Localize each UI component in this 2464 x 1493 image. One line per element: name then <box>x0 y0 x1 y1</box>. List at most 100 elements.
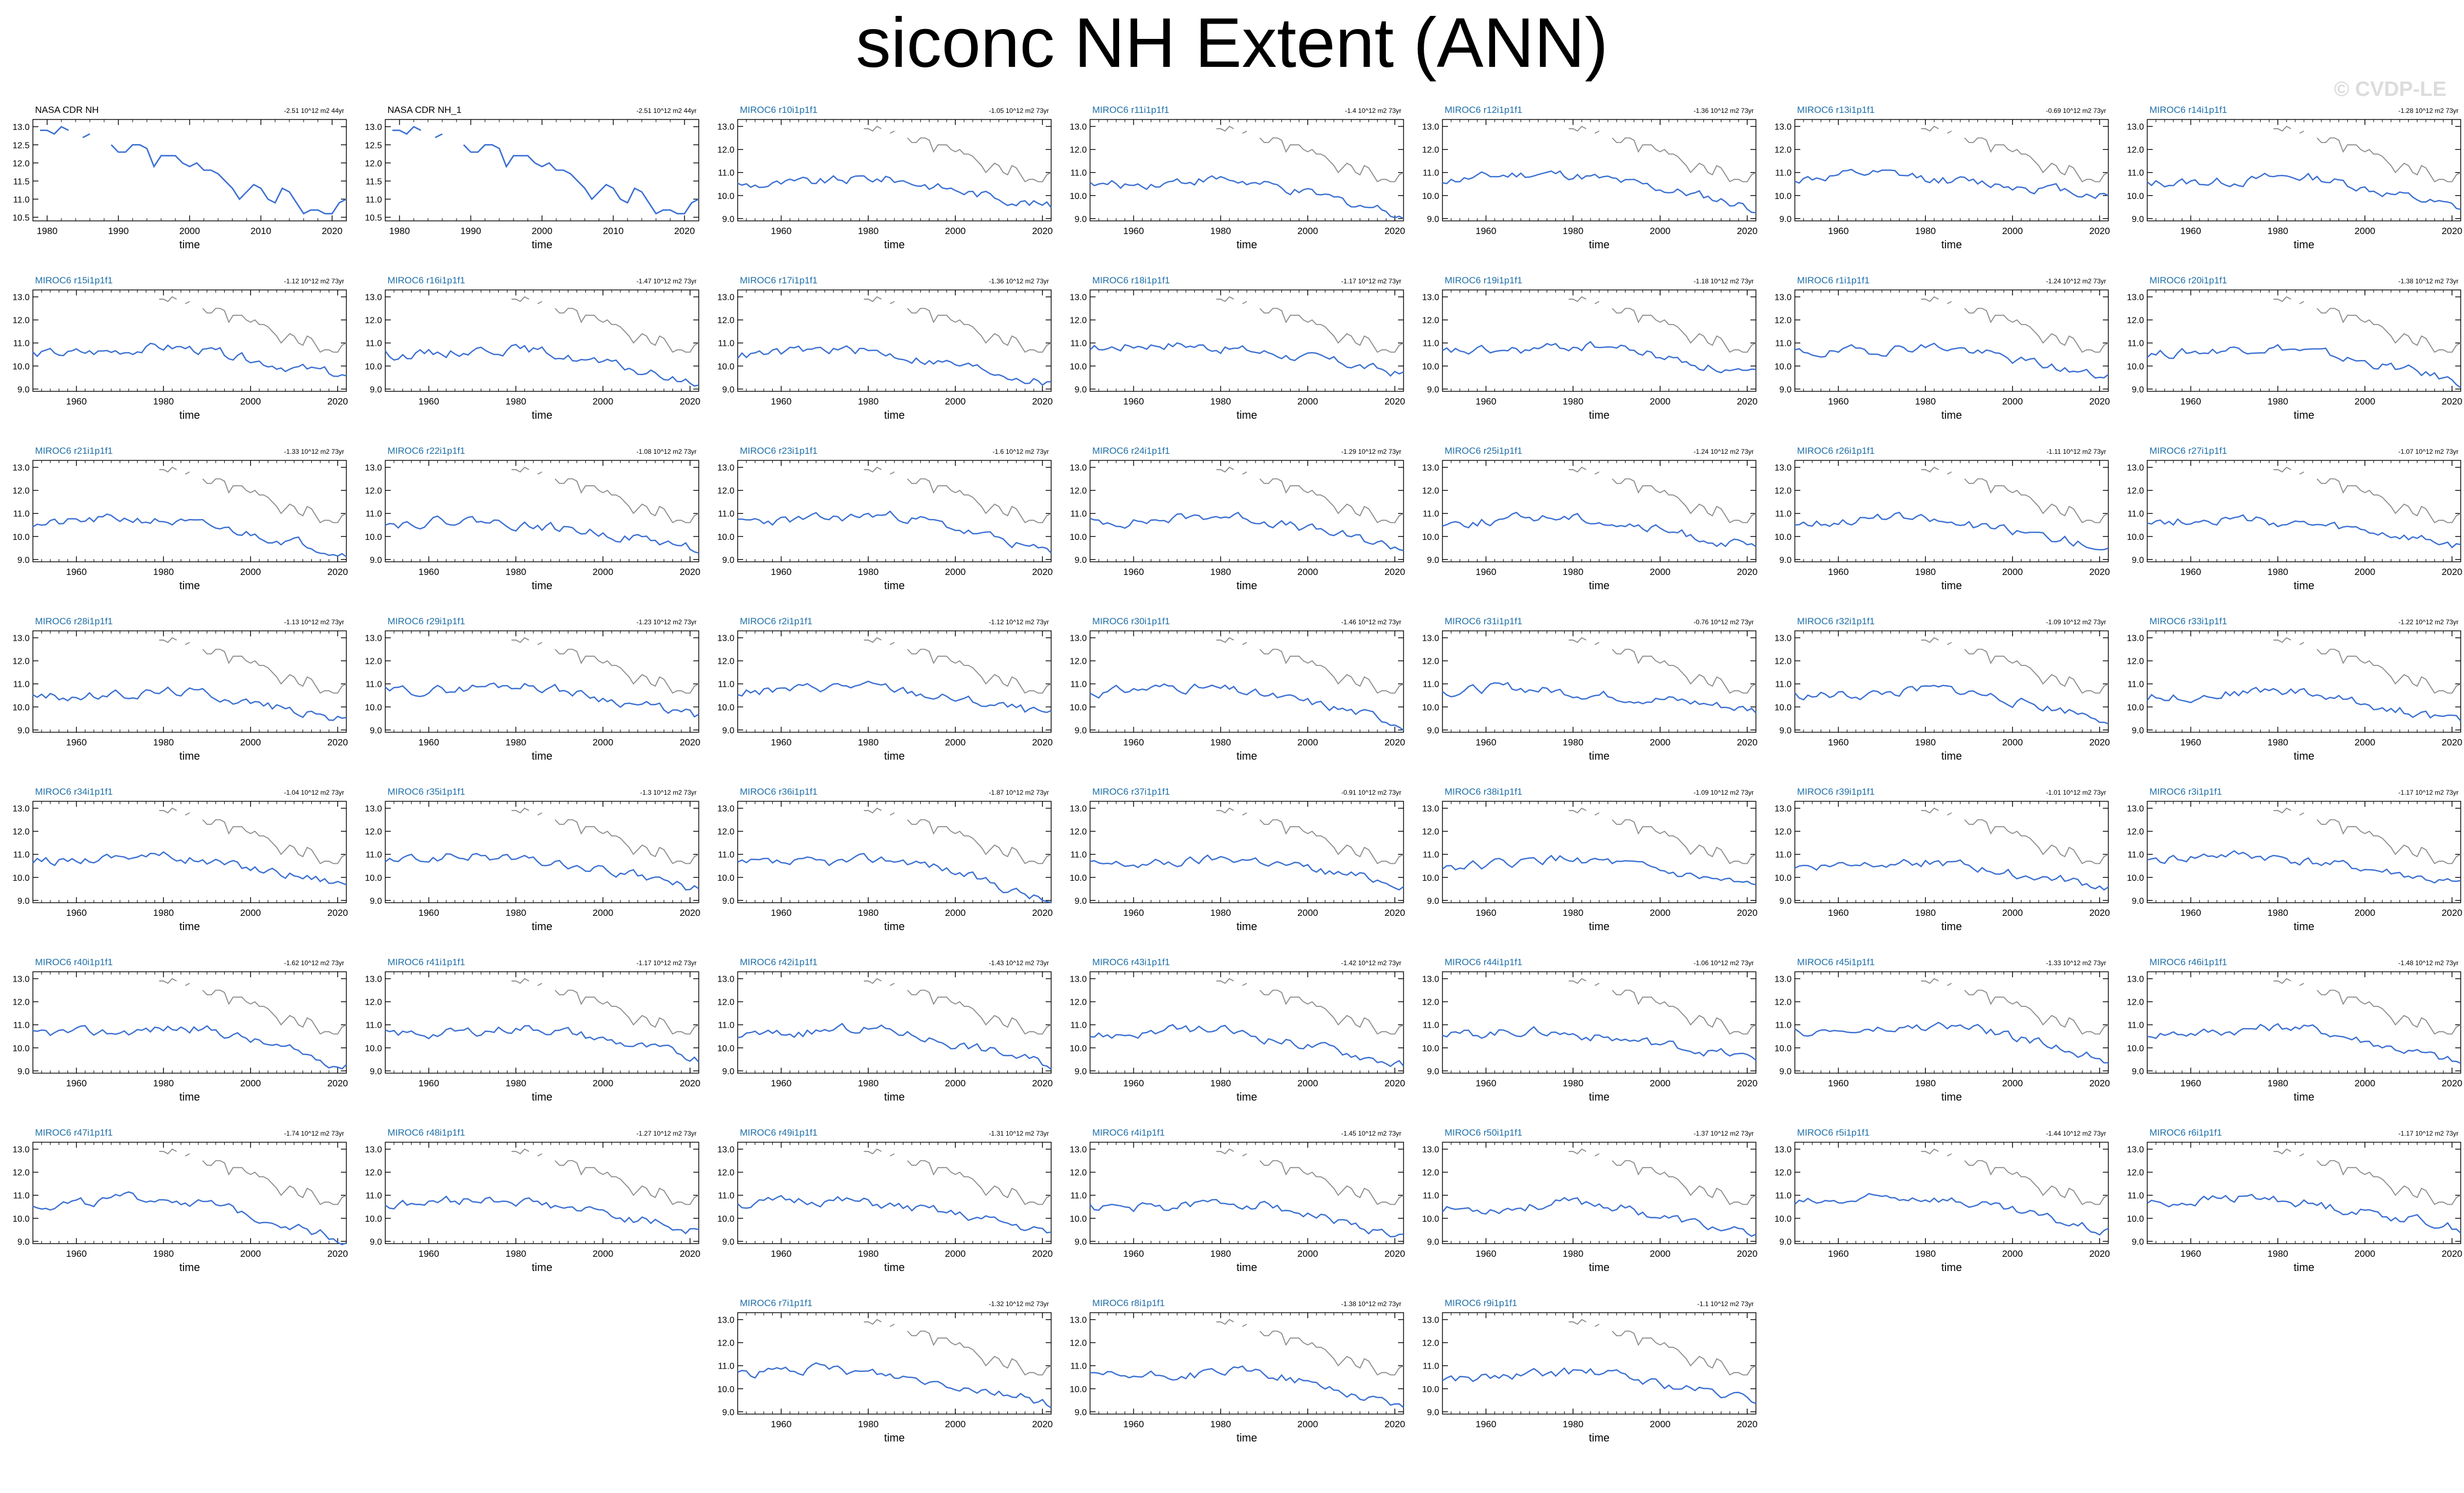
plot-frame <box>32 801 347 903</box>
trend-label: -1.33 10^12 m2 73yr <box>284 448 344 455</box>
panel-title: MIROC6 r40i1p1f1 <box>35 957 113 967</box>
x-tick-label: 1980 <box>2267 567 2288 577</box>
obs-overlay-line <box>1216 1148 1404 1205</box>
x-tick-label: 1960 <box>1476 396 1497 407</box>
y-tick-label: 13.0 <box>1422 464 1439 473</box>
y-tick-label: 12.0 <box>717 657 734 666</box>
plot-frame <box>385 801 699 903</box>
y-tick-label: 12.0 <box>717 828 734 837</box>
x-tick-label: 1960 <box>771 567 792 577</box>
y-tick-label: 10.0 <box>2127 362 2144 372</box>
y-tick-label: 12.0 <box>2127 487 2144 496</box>
y-tick-label: 9.0 <box>1779 556 1792 565</box>
chart-panel: MIROC6 r40i1p1f1 -1.62 10^12 m2 73yr 1960 1… <box>13 957 348 1103</box>
y-tick-label: 12.0 <box>365 828 382 837</box>
y-tick-label: 13.0 <box>1422 634 1439 643</box>
x-axis-label: time <box>1589 921 1610 933</box>
y-tick-label: 10.0 <box>2127 192 2144 201</box>
x-tick-label: 1980 <box>2267 1078 2288 1089</box>
y-tick-label: 9.0 <box>1779 1067 1792 1076</box>
y-tick-label: 13.0 <box>13 464 30 473</box>
x-tick-label: 1960 <box>2181 737 2201 748</box>
y-tick-label: 11.0 <box>1070 1021 1087 1030</box>
panel-title: MIROC6 r33i1p1f1 <box>2149 616 2227 626</box>
y-tick-label: 9.0 <box>18 385 30 395</box>
x-tick-label: 1960 <box>66 737 87 748</box>
y-tick-label: 10.0 <box>1422 533 1439 542</box>
x-axis-label: time <box>179 409 200 421</box>
y-tick-label: 10.0 <box>13 874 30 883</box>
x-tick-label: 1980 <box>505 396 526 407</box>
obs-overlay-line <box>1216 978 1404 1035</box>
plot-frame <box>385 289 699 392</box>
plot-frame <box>1090 289 1404 392</box>
panel-title: MIROC6 r20i1p1f1 <box>2149 275 2227 286</box>
y-tick-label: 10.0 <box>1422 703 1439 713</box>
chart-panel: MIROC6 r10i1p1f1 -1.05 10^12 m2 73yr 1960 1… <box>717 105 1053 251</box>
y-tick-label: 13.0 <box>1775 123 1792 132</box>
x-tick-label: 1980 <box>858 396 879 407</box>
y-tick-label: 11.0 <box>718 680 734 689</box>
trend-label: -1.17 10^12 m2 73yr <box>636 959 697 967</box>
x-tick-label: 1990 <box>108 226 129 236</box>
x-tick-label: 1960 <box>419 567 440 577</box>
x-tick-label: 1980 <box>153 567 174 577</box>
x-tick-label: 1980 <box>1562 396 1583 407</box>
member-series-line <box>1090 854 1404 891</box>
y-tick-label: 12.0 <box>365 487 382 496</box>
panel-title: MIROC6 r37i1p1f1 <box>1092 787 1170 797</box>
trend-label: -1.09 10^12 m2 73yr <box>1693 789 1754 796</box>
plot-frame <box>1090 1142 1404 1244</box>
y-tick-label: 12.0 <box>1775 487 1792 496</box>
panel-title: MIROC6 r18i1p1f1 <box>1092 275 1170 286</box>
y-tick-label: 12.0 <box>717 998 734 1007</box>
x-tick-label: 2000 <box>179 226 200 236</box>
trend-label: -1.43 10^12 m2 73yr <box>989 959 1049 967</box>
x-tick-label: 2020 <box>1384 737 1405 748</box>
x-tick-label: 1980 <box>1915 908 1936 918</box>
x-tick-label: 2020 <box>1384 908 1405 918</box>
chart-panel: MIROC6 r34i1p1f1 -1.04 10^12 m2 73yr 1960 1… <box>13 787 348 933</box>
x-axis-label: time <box>179 921 200 933</box>
panel-title: MIROC6 r38i1p1f1 <box>1445 787 1522 797</box>
x-axis-label: time <box>1941 750 1962 762</box>
y-tick-label: 11.0 <box>1423 851 1439 860</box>
chart-panel: MIROC6 r43i1p1f1 -1.42 10^12 m2 73yr 1960 1… <box>1070 957 1405 1103</box>
plot-frame <box>1794 971 2109 1074</box>
x-tick-label: 1980 <box>858 1078 879 1089</box>
member-series-line <box>1794 859 2109 891</box>
x-tick-label: 1960 <box>2181 567 2201 577</box>
y-tick-label: 12.0 <box>1422 146 1439 155</box>
plot-frame <box>1090 119 1404 221</box>
x-tick-label: 2020 <box>327 1078 348 1089</box>
plot-frame <box>2147 460 2461 562</box>
plot-frame <box>737 630 1052 733</box>
y-tick-label: 9.0 <box>18 726 30 736</box>
x-tick-label: 1980 <box>858 226 879 236</box>
trend-label: -1.08 10^12 m2 73yr <box>636 448 697 455</box>
chart-panel: MIROC6 r46i1p1f1 -1.48 10^12 m2 73yr 1960 1… <box>2127 957 2462 1103</box>
y-tick-label: 11.0 <box>366 510 382 519</box>
obs-overlay-line <box>2273 978 2461 1035</box>
y-tick-label: 13.0 <box>365 975 382 984</box>
y-tick-label: 13.0 <box>1422 293 1439 303</box>
plot-frame <box>32 460 347 562</box>
y-tick-label: 9.0 <box>370 385 382 395</box>
plot-frame <box>1442 971 1756 1074</box>
member-series-line <box>32 343 347 377</box>
plot-frame <box>32 119 347 221</box>
plot-frame <box>2147 119 2461 221</box>
obs-overlay-line <box>1568 637 1756 694</box>
x-tick-label: 2020 <box>322 226 343 236</box>
trend-label: -1.13 10^12 m2 73yr <box>284 618 344 626</box>
x-axis-label: time <box>1236 1262 1257 1274</box>
plot-frame <box>2147 971 2461 1074</box>
panel-title: MIROC6 r24i1p1f1 <box>1092 446 1170 456</box>
x-tick-label: 2020 <box>2089 396 2110 407</box>
y-tick-label: 11.0 <box>1775 851 1792 860</box>
y-tick-label: 9.0 <box>1427 897 1439 906</box>
x-tick-label: 1960 <box>66 396 87 407</box>
member-series-line <box>2147 1023 2461 1064</box>
y-tick-label: 11.0 <box>13 1192 30 1201</box>
obs-overlay-line <box>1216 296 1404 353</box>
